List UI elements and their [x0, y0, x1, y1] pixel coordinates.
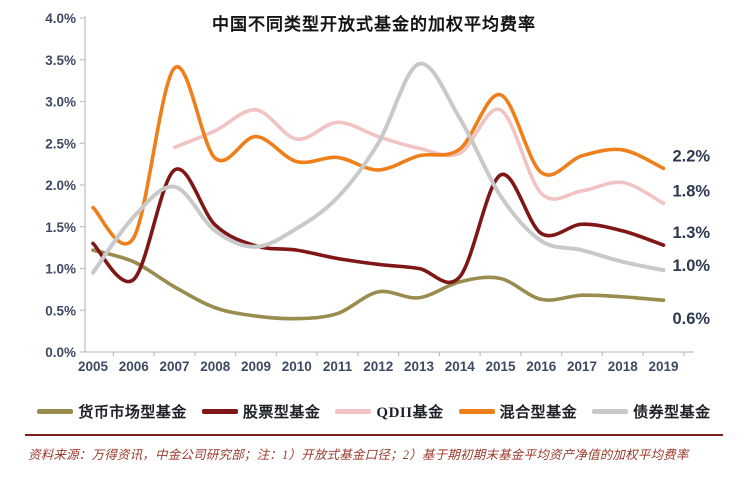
- legend-item-2: QDII基金: [335, 401, 443, 422]
- x-axis-year-label: 2019: [648, 359, 678, 374]
- x-axis-year-label: 2009: [241, 359, 271, 374]
- chart-title: 中国不同类型开放式基金的加权平均费率: [212, 15, 536, 34]
- legend-label: 债券型基金: [633, 405, 711, 421]
- legend-item-0: 货币市场型基金: [37, 401, 187, 422]
- series-line-4: [91, 61, 666, 275]
- legend-swatch-icon: [37, 409, 74, 414]
- series-end-label-0: 0.6%: [673, 310, 711, 328]
- x-axis-year-label: 2016: [526, 359, 557, 374]
- y-axis-tick-label: 0.5%: [45, 303, 76, 318]
- line-chart: 0.0% 0.5% 1.0% 1.5% 2.0% 2.5% 3.0% 3.5% 4.0% 2005…: [45, 11, 711, 374]
- x-axis-year-label: 2017: [567, 359, 597, 374]
- legend-item-3: 混合型基金: [458, 401, 578, 422]
- x-axis-year-label: 2010: [282, 359, 312, 374]
- x-axis-year-label: 2014: [445, 359, 476, 374]
- footnote-divider: [25, 434, 723, 436]
- x-axis-year-label: 2006: [119, 359, 150, 374]
- legend-item-1: 股票型基金: [201, 401, 321, 422]
- x-axis-year-label: 2008: [200, 359, 231, 374]
- x-axis-year-label: 2007: [159, 359, 189, 374]
- x-axis-year-label: 2005: [78, 359, 109, 374]
- legend-swatch-icon: [458, 409, 495, 414]
- source-note: 资料来源：万得资讯，中金公司研究部；注：1）开放式基金口径；2）基于期初期末基金…: [28, 448, 689, 462]
- legend-label: QDII基金: [376, 405, 444, 421]
- y-axis-tick-label: 3.5%: [45, 53, 76, 68]
- series-end-label-2: 1.8%: [673, 182, 711, 200]
- y-axis-tick-label: 0.0%: [45, 345, 76, 360]
- series-end-label-4: 1.0%: [673, 257, 711, 275]
- y-axis-tick-label: 3.0%: [45, 95, 76, 110]
- x-axis-year-label: 2013: [404, 359, 435, 374]
- series-line-1: [91, 167, 666, 285]
- x-axis-year-label: 2018: [608, 359, 639, 374]
- legend-swatch-icon: [592, 409, 629, 414]
- legend-label: 货币市场型基金: [78, 405, 187, 421]
- x-axis-year-label: 2015: [485, 359, 516, 374]
- y-axis-tick-label: 2.5%: [45, 136, 76, 151]
- chart-legend: 货币市场型基金 股票型基金 QDII基金 混合型基金 债券型基金: [0, 401, 748, 422]
- y-axis-tick-label: 2.0%: [45, 178, 76, 193]
- legend-label: 混合型基金: [499, 405, 578, 421]
- series-line-0: [91, 248, 666, 321]
- legend-swatch-icon: [335, 409, 372, 414]
- series-line-3: [91, 65, 666, 246]
- y-axis-tick-label: 1.0%: [45, 262, 76, 277]
- legend-label: 股票型基金: [242, 405, 321, 421]
- x-axis-year-label: 2012: [363, 359, 393, 374]
- series-line-2: [172, 107, 666, 206]
- series-end-label-1: 1.3%: [673, 224, 711, 242]
- series-end-label-3: 2.2%: [673, 147, 711, 165]
- legend-item-4: 债券型基金: [592, 401, 711, 422]
- x-axis-year-label: 2011: [323, 359, 353, 374]
- y-axis-tick-label: 1.5%: [45, 220, 76, 235]
- legend-swatch-icon: [201, 409, 238, 414]
- y-axis-tick-label: 4.0%: [45, 11, 76, 26]
